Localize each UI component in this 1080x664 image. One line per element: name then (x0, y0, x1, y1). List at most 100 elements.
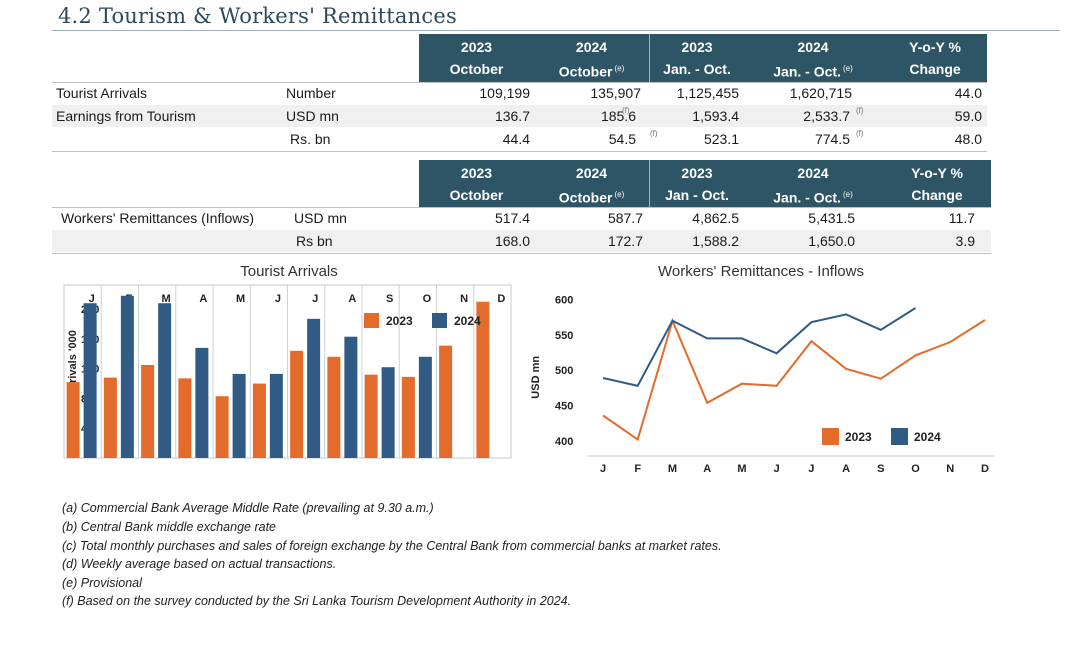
table2-h1-line1: 2023 (460, 165, 493, 181)
x-tick-label: M (236, 293, 245, 305)
table1-h5-line2: Change (909, 61, 961, 77)
x-tick-label: A (703, 463, 711, 475)
x-tick-label: J (774, 463, 780, 475)
x-tick-label: J (312, 293, 318, 305)
bar-2023 (290, 350, 304, 458)
table1-h4-line1: 2024 (797, 39, 829, 55)
y-tick-label: 500 (555, 365, 573, 377)
cell-v5: 48.0 (954, 131, 982, 147)
y-tick-label: 450 (555, 401, 573, 413)
cell-v2: 172.7 (607, 233, 643, 249)
row-unit: Number (286, 85, 336, 101)
bar-2024 (195, 347, 209, 458)
chart-title: Tourist Arrivals (240, 263, 338, 280)
row-label: Earnings from Tourism (56, 108, 196, 124)
footnote: (e) Provisional (62, 576, 142, 590)
cell-v5: 59.0 (954, 108, 982, 124)
legend-swatch-2023 (822, 428, 839, 445)
legend-swatch-2024 (891, 428, 908, 445)
page-title: 4.2 Tourism & Workers' Remittances (58, 4, 457, 28)
legend-swatch-2023 (364, 313, 379, 328)
table2-header-separator (649, 160, 650, 208)
table2-bottom-rule (52, 253, 991, 254)
table2-h2-line2: October (558, 189, 613, 206)
table2-h2-line1: 2024 (575, 165, 608, 181)
bar-2024 (269, 373, 283, 458)
bar-2023 (178, 378, 192, 458)
cell-v1: 44.4 (502, 131, 530, 147)
x-tick-label: A (199, 293, 207, 305)
x-tick-label: N (460, 293, 468, 305)
row-label: Workers' Remittances (Inflows) (61, 210, 255, 226)
bar-2024 (232, 373, 246, 458)
cell-v3: 4,862.5 (692, 210, 739, 226)
table1-h2-line2: October (558, 63, 613, 80)
cell-v4: 2,533.7 (803, 108, 850, 124)
x-tick-label: A (842, 463, 850, 475)
y-tick-label: 550 (555, 330, 573, 342)
table1-h4-line2: Jan. - Oct. (773, 63, 841, 80)
table1-h1-line2: October (449, 61, 504, 77)
table1-h2-line1: 2024 (575, 39, 608, 55)
footnote: (a) Commercial Bank Average Middle Rate … (62, 501, 434, 515)
x-tick-label: O (423, 293, 432, 305)
footnote: (d) Weekly average based on actual trans… (62, 557, 337, 571)
cell-v5: 3.9 (955, 233, 975, 249)
line-series-2023 (602, 317, 986, 442)
cell-v4: 5,431.5 (808, 210, 855, 226)
cell-v3: 1,125,455 (676, 85, 739, 101)
bar-2023 (252, 383, 266, 458)
x-tick-label: J (275, 293, 281, 305)
table2-h4-line1: 2024 (797, 165, 829, 181)
row-unit: Rs bn (296, 233, 333, 249)
table1-h2-sup: (e) (614, 64, 625, 73)
bar-2024 (120, 295, 134, 458)
cell-v4-footnote: (f) (856, 129, 864, 138)
row-unit: Rs. bn (290, 131, 331, 147)
x-tick-label: M (162, 293, 171, 305)
legend-label-2024: 2024 (914, 430, 941, 444)
footnote: (b) Central Bank middle exchange rate (62, 520, 277, 534)
cell-v5: 44.0 (954, 85, 982, 101)
cell-v2: 135,907 (590, 85, 641, 101)
x-tick-label: F (634, 463, 641, 475)
footnote: (c) Total monthly purchases and sales of… (62, 539, 722, 553)
x-tick-label: A (348, 293, 356, 305)
cell-v4-footnote: (f) (856, 106, 864, 115)
bar-2024 (307, 318, 321, 458)
bar-2023 (215, 396, 229, 458)
cell-v1: 109,199 (479, 85, 530, 101)
table1-header: 2023 October 2024 October (e) 2023 Jan. - Oc… (419, 34, 987, 82)
table1-row: Earnings from Tourism USD mn 136.7 185.6… (52, 105, 987, 127)
bar-2023 (327, 356, 341, 458)
cell-v3: 1,588.2 (692, 233, 739, 249)
bar-2023 (364, 374, 378, 458)
cell-v4: 1,620,715 (789, 85, 852, 101)
table1-h3-line1: 2023 (681, 39, 713, 55)
bar-2023 (103, 377, 117, 458)
x-tick-label: S (877, 463, 884, 475)
x-tick-label: J (89, 293, 95, 305)
table2-top-rule (52, 207, 991, 208)
row-unit: USD mn (294, 210, 347, 226)
x-tick-label: O (911, 463, 920, 475)
table2-header: 2023 October 2024 October (e) 2023 Jan - Oct… (419, 160, 991, 208)
table1-h1-line1: 2023 (460, 39, 493, 55)
table2-h4-line2: Jan. - Oct. (773, 189, 841, 206)
table1-top-rule (52, 82, 987, 83)
title-divider (52, 30, 1060, 31)
cell-v4: 774.5 (814, 131, 850, 147)
table2-h5-line2: Change (911, 187, 963, 203)
legend-label-2023: 2023 (845, 430, 872, 444)
row-label: Tourist Arrivals (56, 85, 148, 101)
cell-v1: 168.0 (494, 233, 530, 249)
x-tick-label: D (497, 293, 505, 305)
bar-2024 (83, 303, 97, 458)
table1-row: Tourist Arrivals Number 109,199 135,907 … (52, 82, 987, 104)
legend-swatch-2024 (432, 313, 447, 328)
line-series-2024 (602, 307, 917, 387)
table2-h5-line1: Y-o-Y % (911, 165, 963, 181)
table1-bottom-rule (52, 151, 987, 152)
x-tick-label: J (600, 463, 606, 475)
